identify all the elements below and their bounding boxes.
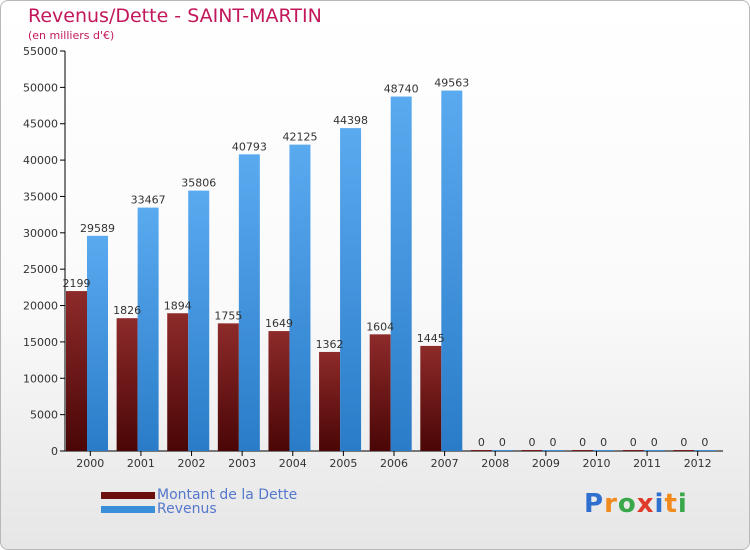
bar-dette	[369, 334, 391, 451]
x-tick-label: 2000	[76, 457, 104, 470]
bar-dette	[167, 313, 189, 451]
x-tick-label: 2006	[380, 457, 408, 470]
legend-swatch-revenus	[101, 505, 155, 513]
legend-swatch-dette	[101, 491, 155, 499]
data-label: 0	[630, 436, 637, 449]
data-label: 1649	[265, 317, 293, 330]
chart-subtitle: (en milliers d'€)	[28, 29, 115, 42]
x-tick-label: 2012	[684, 457, 712, 470]
bar-revenus	[188, 190, 210, 452]
data-label: 0	[579, 436, 586, 449]
x-tick-label: 2010	[582, 457, 610, 470]
bar-dette	[622, 450, 644, 451]
y-tick-label: 5000	[30, 409, 58, 422]
data-label: 33467	[131, 194, 166, 207]
bar-dette	[470, 450, 492, 451]
bar-dette	[116, 318, 138, 451]
data-label: 35806	[181, 177, 216, 190]
data-label: 0	[499, 436, 506, 449]
bar-revenus	[289, 144, 311, 452]
bar-dette	[319, 351, 341, 451]
logo-letter: t	[664, 489, 678, 519]
data-label: 1445	[417, 332, 445, 345]
legend-label-dette: Montant de la Dette	[157, 487, 298, 503]
y-tick-label: 15000	[23, 336, 58, 349]
y-tick-label: 50000	[23, 81, 58, 94]
data-label: 1362	[316, 338, 344, 351]
legend-label-revenus: Revenus	[157, 501, 217, 517]
bar-revenus	[542, 450, 564, 451]
bar-dette	[572, 450, 594, 451]
data-label: 1894	[164, 299, 192, 312]
y-tick-label: 0	[51, 445, 58, 458]
data-label: 1826	[113, 304, 141, 317]
data-label: 1604	[366, 320, 394, 333]
chart-title: Revenus/Dette - SAINT-MARTIN	[28, 5, 322, 27]
data-label: 0	[680, 436, 687, 449]
bar-revenus	[593, 450, 615, 451]
data-label: 44398	[333, 114, 368, 127]
x-tick-label: 2002	[178, 457, 206, 470]
x-tick-label: 2009	[532, 457, 560, 470]
x-tick-label: 2003	[228, 457, 256, 470]
bar-revenus	[643, 450, 665, 451]
bar-dette	[268, 331, 290, 451]
y-tick-label: 45000	[23, 118, 58, 131]
data-label: 40793	[232, 140, 267, 153]
bar-revenus	[441, 90, 463, 452]
legend-item-dette: Montant de la Dette	[101, 487, 297, 503]
x-tick-label: 2008	[481, 457, 509, 470]
data-label: 48740	[384, 83, 419, 96]
y-tick-label: 40000	[23, 154, 58, 167]
legend-item-revenus: Revenus	[101, 501, 217, 517]
x-tick-label: 2001	[127, 457, 155, 470]
y-tick-label: 55000	[23, 45, 58, 58]
bar-revenus	[340, 128, 362, 451]
y-tick-label: 20000	[23, 300, 58, 313]
y-tick-label: 10000	[23, 372, 58, 385]
data-label: 0	[529, 436, 536, 449]
data-label: 0	[478, 436, 485, 449]
y-tick-label: 25000	[23, 263, 58, 276]
data-label: 0	[600, 436, 607, 449]
x-tick-label: 2004	[279, 457, 307, 470]
proxiti-logo: Proxiti	[584, 489, 688, 519]
data-label: 42125	[282, 131, 317, 144]
data-label: 2199	[63, 277, 91, 290]
logo-letter: r	[604, 489, 618, 519]
bar-revenus	[694, 450, 716, 451]
bar-dette	[420, 345, 442, 451]
bar-revenus	[491, 450, 513, 451]
bar-revenus	[87, 235, 108, 451]
data-label: 0	[701, 436, 708, 449]
bar-dette	[521, 450, 543, 451]
bar-revenus	[390, 96, 412, 451]
data-label: 0	[651, 436, 658, 449]
bar-revenus	[137, 207, 159, 451]
logo-letter: i	[654, 489, 665, 519]
y-tick-label: 30000	[23, 227, 58, 240]
data-label: 1755	[214, 309, 242, 322]
y-tick-label: 35000	[23, 190, 58, 203]
data-label: 29589	[80, 222, 115, 235]
x-tick-label: 2007	[431, 457, 459, 470]
bar-dette	[673, 450, 695, 451]
x-tick-label: 2005	[329, 457, 357, 470]
bar-dette	[66, 291, 87, 451]
x-tick-label: 2011	[633, 457, 661, 470]
logo-letter: i	[677, 489, 688, 519]
bar-revenus	[238, 154, 260, 451]
logo-letter: x	[636, 489, 655, 519]
logo-letter: P	[584, 489, 605, 519]
data-label: 0	[550, 436, 557, 449]
logo-letter: o	[617, 489, 637, 519]
bar-dette	[217, 323, 239, 451]
data-label: 49563	[434, 77, 469, 90]
